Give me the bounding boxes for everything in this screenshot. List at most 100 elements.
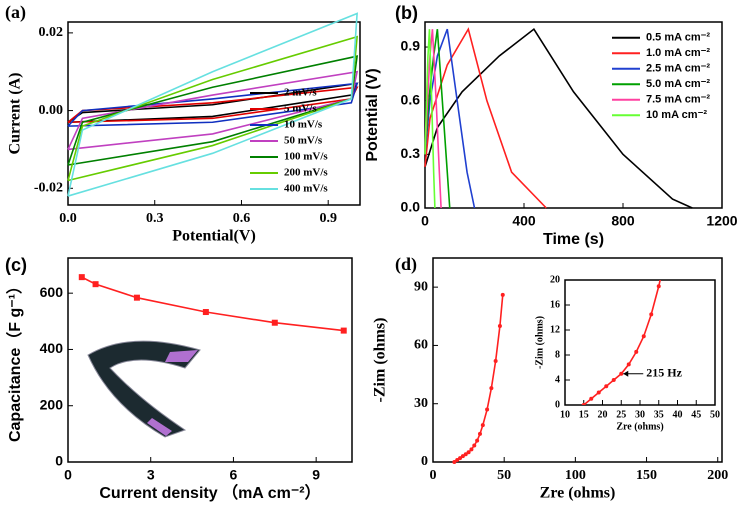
marker: [466, 450, 471, 455]
series-line: [424, 29, 442, 209]
contact-pad: [147, 418, 172, 436]
inset: 10 15 20 25 30 35 40 45 50 0 4 8 12 16 20 Zre (ohms) -Zi…: [534, 166, 720, 432]
marker: [596, 390, 601, 395]
x-axis-label: Zre (ohms): [540, 485, 616, 502]
marker: [641, 334, 646, 339]
marker: [78, 274, 85, 281]
panel: 0.0 0.3 0.6 0.9 -0.02 0.00 0.02 (a) Potential(V)…: [5, 2, 361, 245]
legend-label: 2 mV/s: [284, 87, 317, 99]
y-tick-label: 16: [550, 299, 560, 310]
legend-label: 2.5 mA cm⁻²: [646, 63, 710, 75]
y-axis-label: -Zim (ohms): [372, 318, 389, 403]
y-tick-label: 0.3: [401, 145, 421, 161]
x-tick-label: 6: [230, 467, 238, 483]
legend-label: 200 mV/s: [284, 167, 328, 179]
inset-y-label: -Zim (ohms): [534, 316, 545, 369]
x-axis-label: Time (s): [543, 231, 604, 248]
legend-label: 5.0 mA cm⁻²: [646, 78, 710, 90]
marker: [202, 309, 209, 316]
marker: [340, 327, 347, 334]
marker: [489, 386, 494, 391]
x-tick-label: 15: [579, 409, 589, 420]
x-axis-label: Potential(V): [172, 228, 256, 245]
legend-label: 1.0 mA cm⁻²: [646, 47, 710, 59]
marker: [619, 371, 624, 376]
y-tick-label: 200: [40, 396, 64, 412]
series-line: [67, 35, 359, 182]
x-tick-label: 35: [654, 409, 664, 420]
legend-label: 10 mV/s: [284, 119, 323, 131]
x-tick-label: 45: [691, 409, 701, 420]
marker: [485, 407, 490, 412]
marker: [475, 438, 480, 443]
legend-label: 7.5 mA cm⁻²: [646, 94, 710, 106]
series-line: [583, 280, 661, 405]
marker: [469, 447, 474, 452]
marker: [634, 349, 639, 354]
plot-frame: [432, 257, 723, 463]
series-line: [81, 276, 344, 332]
panel-label: (c): [5, 255, 27, 275]
plot-frame: [67, 21, 361, 206]
x-tick-label: 50: [497, 468, 511, 483]
legend-label: 10 mA cm⁻²: [646, 109, 707, 121]
legend-label: 0.5 mA cm⁻²: [646, 32, 710, 44]
marker: [493, 358, 498, 363]
marker: [497, 324, 502, 328]
x-tick-label: 800: [611, 213, 635, 229]
legend-label: 50 mV/s: [284, 135, 323, 147]
legend-label: 100 mV/s: [284, 151, 328, 163]
marker: [472, 443, 477, 448]
marker: [480, 423, 485, 428]
x-tick-label: 40: [673, 409, 683, 420]
x-tick-label: 0: [64, 467, 72, 483]
x-tick-label: 100: [565, 468, 586, 483]
x-tick-label: 0.6: [233, 211, 251, 226]
marker: [611, 378, 616, 382]
marker: [458, 456, 463, 461]
marker: [460, 454, 465, 459]
y-tick-label: 8: [555, 349, 560, 360]
marker: [589, 396, 594, 401]
y-tick-label: -0.02: [34, 181, 63, 196]
series-line: [424, 28, 476, 209]
marker: [668, 234, 672, 238]
marker: [626, 362, 631, 367]
y-tick-label: 90: [414, 279, 428, 294]
y-tick-label: 0.6: [401, 91, 421, 107]
legend-label: 5 mV/s: [284, 103, 317, 115]
y-tick-label: 0.00: [39, 103, 64, 118]
series-line: [67, 82, 359, 127]
x-tick-label: 400: [512, 213, 536, 229]
x-tick-label: 0.0: [59, 211, 77, 226]
series-line: [424, 27, 693, 209]
x-tick-label: 10: [560, 409, 570, 420]
x-tick-label: 50: [710, 409, 720, 420]
x-tick-label: 0: [430, 468, 437, 483]
marker: [452, 460, 457, 464]
inset-x-label: Zre (ohms): [616, 421, 663, 432]
y-tick-label: 0.0: [401, 199, 421, 215]
series-line: [424, 29, 451, 209]
marker: [133, 294, 140, 301]
y-tick-label: 0: [55, 453, 63, 469]
marker: [463, 452, 468, 457]
y-axis-label: Capacitance（F g⁻¹）: [6, 278, 24, 442]
x-axis-label: Current density （mA cm⁻²）: [99, 484, 320, 502]
series-line: [67, 12, 358, 197]
x-tick-label: 0: [421, 213, 429, 229]
x-tick-label: 20: [598, 409, 608, 420]
y-axis-label: Current (A): [7, 73, 24, 155]
panel-label: (b): [395, 3, 418, 23]
inset-illustration: [87, 340, 201, 438]
series-line: [424, 27, 547, 209]
marker: [656, 284, 661, 289]
legend-label: 400 mV/s: [284, 183, 328, 195]
x-tick-label: 3: [147, 467, 155, 483]
marker: [679, 166, 683, 170]
marker: [649, 312, 654, 317]
x-tick-label: 30: [635, 409, 645, 420]
series-line: [67, 55, 359, 166]
